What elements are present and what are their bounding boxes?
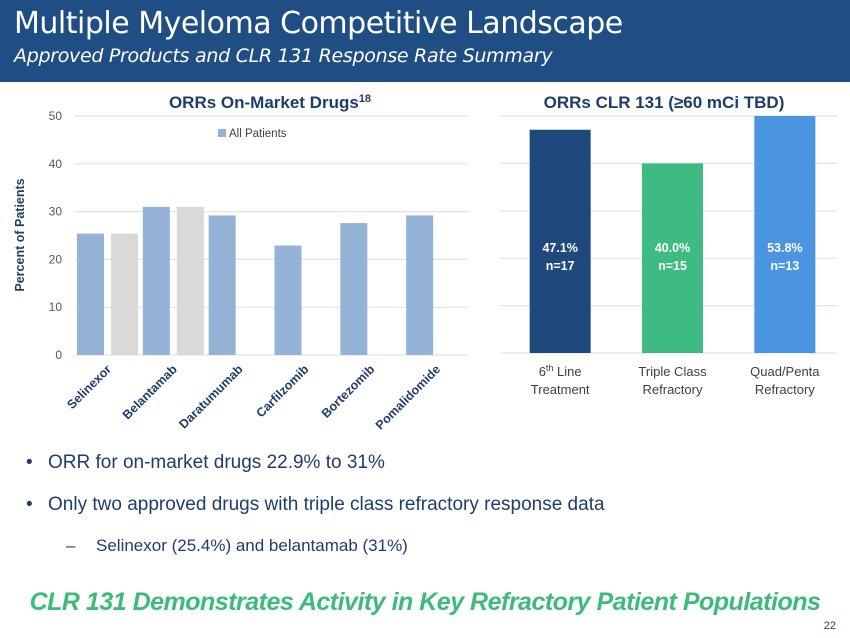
x-tick-label: Carfilzomib <box>254 362 312 420</box>
right-chart-title: ORRs CLR 131 (≥60 mCi TBD) <box>544 93 785 112</box>
left-chart-title: ORRs On-Market Drugs18 <box>169 93 371 112</box>
data-label-n: n=13 <box>770 259 799 273</box>
bar-2 <box>754 116 816 353</box>
slide-subtitle: Approved Products and CLR 131 Response R… <box>14 45 553 67</box>
bar-belantamab-secondary <box>176 206 204 355</box>
bar-selinexor <box>77 233 104 355</box>
slide-title: Multiple Myeloma Competitive Landscape <box>14 6 623 41</box>
x-tick-label: Belantamab <box>120 362 180 422</box>
x-tick-label-line2: Refractory <box>755 382 815 397</box>
data-label-percent: 53.8% <box>767 241 802 255</box>
y-tick-label: 20 <box>49 252 63 266</box>
dash-glyph: – <box>66 536 76 555</box>
bar-1 <box>642 163 703 353</box>
bar-carfilzomib <box>274 245 302 355</box>
bar-0 <box>529 129 591 353</box>
x-tick-label: 6th Line <box>539 363 582 379</box>
bar-belantamab <box>142 206 170 355</box>
y-tick-label: 0 <box>55 348 62 362</box>
bullet-text: Only two approved drugs with triple clas… <box>48 494 605 515</box>
bar-pomalidomide <box>406 215 434 355</box>
x-tick-label: Bortezomib <box>319 362 378 421</box>
data-label-percent: 40.0% <box>655 241 690 255</box>
legend-label: All Patients <box>229 128 287 140</box>
tagline: CLR 131 Demonstrates Activity in Key Ref… <box>29 588 821 616</box>
x-tick-label-line2: Treatment <box>531 382 590 397</box>
x-tick-label-line2: Refractory <box>643 382 703 397</box>
data-label-n: n=15 <box>658 259 687 273</box>
on-market-drugs-chart: ORRs On-Market Drugs18 0 10 20 30 40 50 Selin… <box>13 93 468 433</box>
bullet-glyph: • <box>26 494 33 515</box>
y-tick-label: 40 <box>49 157 63 171</box>
y-axis-label: Percent of Patients <box>13 178 27 291</box>
bullet-text: ORR for on-market drugs 22.9% to 31% <box>48 452 385 473</box>
x-tick-label: Quad/Penta <box>750 364 820 379</box>
slide-header: Multiple Myeloma Competitive Landscape A… <box>0 0 850 82</box>
bar-selinexor-secondary <box>111 233 138 355</box>
x-tick-label: Triple Class <box>638 364 707 379</box>
x-tick-label: Pomalidomide <box>373 362 443 432</box>
y-tick-label: 10 <box>49 300 63 314</box>
x-tick-label: Selinexor <box>64 362 114 412</box>
data-label-n: n=17 <box>546 259 575 273</box>
legend-swatch <box>218 129 226 137</box>
bar-daratumumab <box>208 215 236 355</box>
clr131-chart: ORRs CLR 131 (≥60 mCi TBD) 47.1% n=17 40.0… <box>500 93 837 397</box>
x-tick-label: Daratumumab <box>176 362 246 432</box>
data-label-percent: 47.1% <box>542 241 577 255</box>
bullet-glyph: • <box>26 452 33 473</box>
y-tick-label: 30 <box>49 205 63 219</box>
bar-bortezomib <box>340 223 368 355</box>
y-tick-label: 50 <box>49 109 63 123</box>
sub-bullet-text: Selinexor (25.4%) and belantamab (31%) <box>96 536 408 555</box>
page-number: 22 <box>823 620 836 632</box>
